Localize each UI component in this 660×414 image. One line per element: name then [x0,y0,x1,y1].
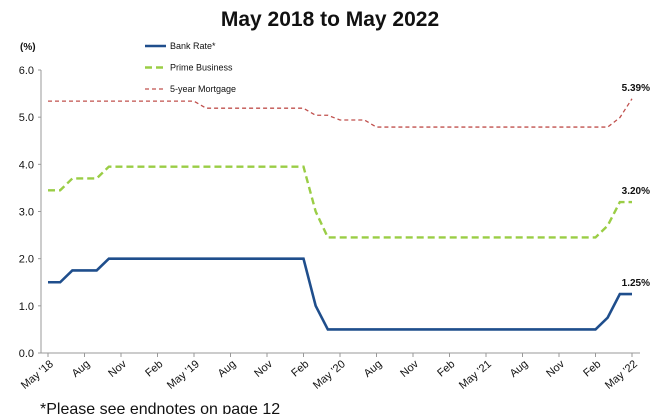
x-tick-label: Nov [106,358,129,380]
x-tick-label: Aug [508,358,531,380]
y-tick-label: 1.0 [19,301,34,313]
y-tick-label: 4.0 [19,159,34,171]
x-tick-label: Nov [252,358,275,380]
x-tick-label: Feb [435,358,457,379]
x-tick-label: Nov [398,358,421,380]
footnote: *Please see endnotes on page 12 [40,401,280,414]
y-tick-label: 2.0 [19,254,34,266]
series-line [48,165,632,239]
series-line [48,257,632,331]
x-tick-label: May '20 [311,358,348,392]
x-tick-label: Feb [289,358,311,379]
x-tick-label: Feb [143,358,165,379]
y-tick-label: 0.0 [19,348,34,360]
legend-label: 5-year Mortgage [170,84,236,94]
x-tick-label: May '21 [457,358,494,392]
value-label: 5.39% [622,83,650,94]
y-tick-label: 5.0 [19,112,34,124]
x-tick-label: May '19 [165,358,202,392]
y-unit-label: (%) [20,42,36,53]
x-tick-label: Nov [544,358,567,380]
y-tick-label: 6.0 [19,65,34,77]
x-tick-label: May '22 [603,358,640,392]
value-label: 1.25% [622,278,650,289]
chart-title: May 2018 to May 2022 [221,8,439,31]
value-label: 3.20% [622,186,650,197]
x-tick-label: Aug [216,358,239,380]
y-tick-label: 3.0 [19,207,34,219]
x-tick-label: Aug [362,358,385,380]
x-tick-label: May '18 [19,358,56,392]
x-tick-label: Feb [581,358,603,379]
legend-label: Bank Rate* [170,41,216,51]
legend-label: Prime Business [170,63,233,73]
x-tick-label: Aug [70,358,93,380]
series-line [48,98,633,128]
